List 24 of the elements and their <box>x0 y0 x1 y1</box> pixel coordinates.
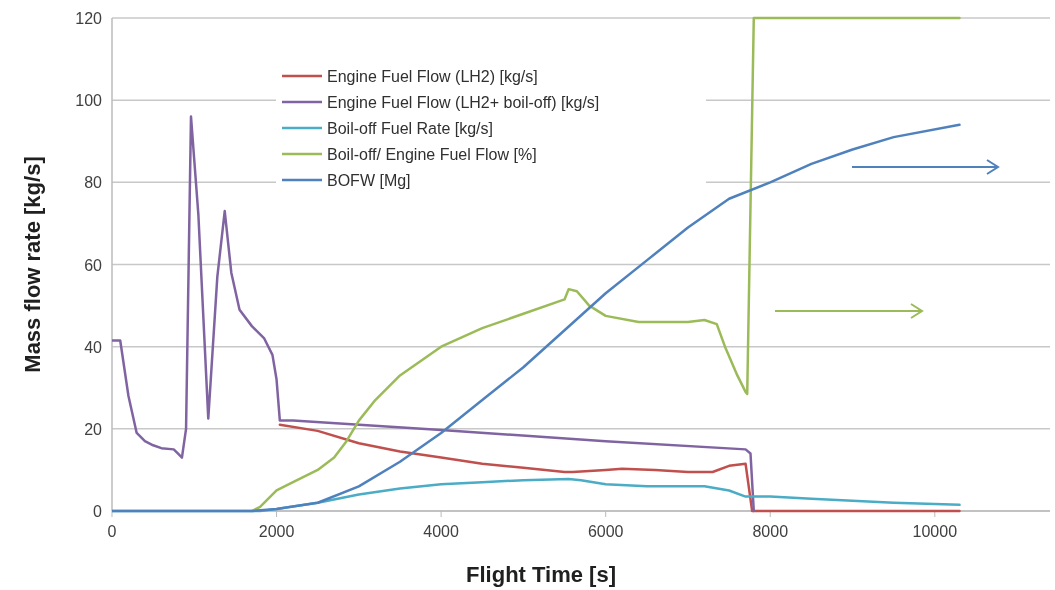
x-axis-title: Flight Time [s] <box>466 562 616 587</box>
y-tick-label: 100 <box>75 92 103 110</box>
x-tick-label: 8000 <box>752 523 789 540</box>
x-tick-label: 0 <box>107 523 117 540</box>
legend-label: BOFW [Mg] <box>327 172 411 189</box>
x-tick-label: 4000 <box>423 523 460 540</box>
line-series <box>112 115 756 513</box>
line-series <box>112 123 961 513</box>
y-tick-label: 120 <box>75 10 103 27</box>
line-series <box>250 16 961 513</box>
line-series <box>278 423 961 513</box>
legend-label: Boil-off/ Engine Fuel Flow [%] <box>327 146 537 163</box>
x-tick-label: 2000 <box>258 523 295 540</box>
x-tick-label: 10000 <box>912 523 958 540</box>
y-tick-label: 20 <box>84 420 103 438</box>
legend-label: Boil-off Fuel Rate [kg/s] <box>327 120 493 137</box>
y-tick-label: 80 <box>84 174 103 192</box>
y-tick-label: 60 <box>84 256 103 274</box>
x-tick-label: 6000 <box>587 523 624 540</box>
y-axis-title: Mass flow rate [kg/s] <box>20 156 45 373</box>
legend-label: Engine Fuel Flow (LH2+ boil-off) [kg/s] <box>327 94 600 111</box>
legend-label: Engine Fuel Flow (LH2) [kg/s] <box>327 68 538 85</box>
y-tick-label: 40 <box>84 338 103 356</box>
y-tick-label: 0 <box>93 503 103 520</box>
